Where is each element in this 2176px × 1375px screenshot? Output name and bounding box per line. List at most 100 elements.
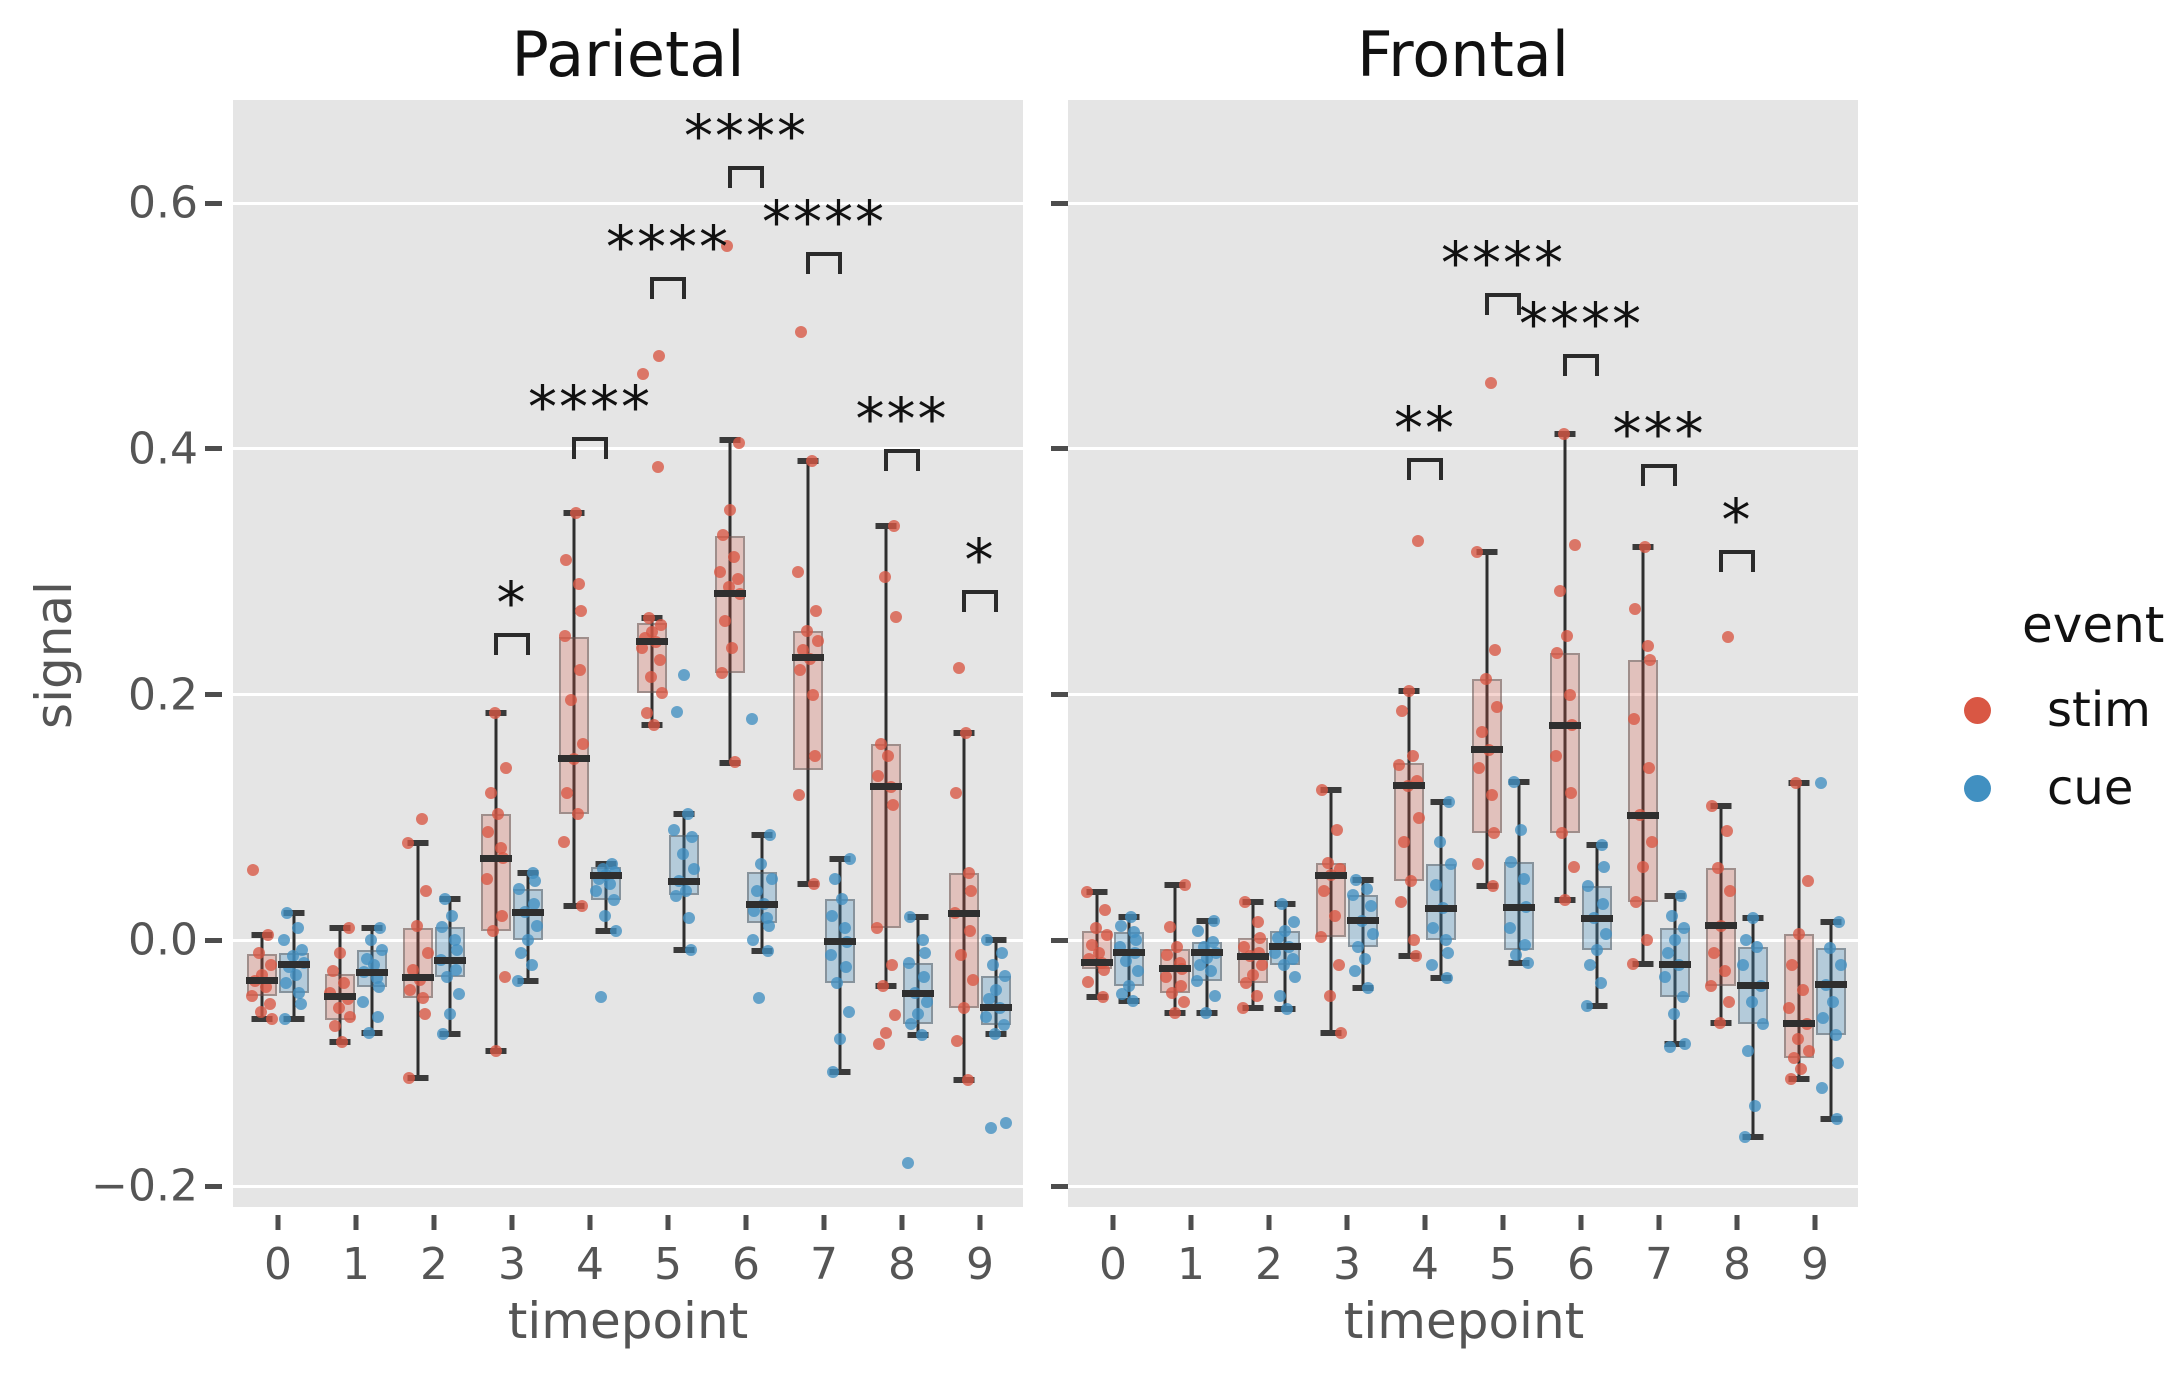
cue-strip-point: [981, 934, 993, 947]
stim-strip-point: [329, 1020, 341, 1033]
cue-strip-point: [1749, 1100, 1761, 1113]
stim-strip-point: [1472, 858, 1484, 871]
cue-strip-point: [296, 944, 308, 957]
cue-median-line: [590, 871, 622, 879]
cue-strip-point: [279, 1013, 291, 1026]
cue-strip-point: [1350, 874, 1362, 887]
stim-strip-point: [637, 367, 649, 380]
stim-strip-point: [872, 769, 884, 782]
cue-strip-point: [766, 872, 778, 885]
x-tick-mark: [1266, 1215, 1272, 1230]
cue-strip-point: [515, 946, 527, 959]
cue-strip-point: [446, 909, 458, 922]
cue-strip-point: [1679, 1037, 1691, 1050]
significance-stars: ****: [528, 372, 652, 441]
cue-strip-point: [904, 911, 916, 924]
cue-median-line: [1581, 914, 1613, 922]
significance-bracket: [494, 633, 530, 656]
cue-strip-point: [1746, 995, 1758, 1008]
stim-strip-point: [958, 1001, 970, 1014]
stim-strip-point: [1476, 725, 1488, 738]
cue-median-line: [902, 989, 934, 997]
stim-strip-point: [801, 624, 813, 637]
cue-strip-point: [1678, 922, 1690, 935]
cue-strip-point: [376, 944, 388, 957]
cue-strip-point: [1815, 777, 1827, 790]
plot-panel-parietal: * **** **** **** **** *** *: [233, 100, 1023, 1207]
x-tick-label: 6: [1567, 1239, 1595, 1290]
stim-strip-point: [879, 570, 891, 583]
cue-strip-point: [1352, 940, 1364, 953]
y-tick-label: 0.0: [128, 914, 198, 966]
stim-median-line: [1237, 952, 1269, 960]
stim-strip-point: [1473, 762, 1485, 775]
cue-strip-point: [1505, 855, 1517, 868]
stim-strip-point: [960, 726, 972, 739]
stim-whisker-cap-hi: [1242, 899, 1264, 906]
cue-strip-point: [1816, 1081, 1828, 1094]
cue-whisker-cap-lo: [439, 1030, 461, 1037]
cue-strip-point: [1192, 924, 1204, 937]
cue-strip-point: [610, 924, 622, 937]
x-tick-mark: [1344, 1215, 1350, 1230]
cue-strip-point: [528, 897, 540, 910]
stim-strip-point: [648, 719, 660, 732]
cue-strip-point: [903, 956, 915, 969]
stim-strip-point: [1721, 825, 1733, 838]
cue-whisker-cap-hi: [1352, 877, 1374, 884]
stim-whisker-cap-lo: [1320, 1029, 1342, 1036]
stim-strip-point: [1471, 546, 1483, 559]
cue-whisker: [1829, 921, 1833, 1119]
plot-panel-frontal: ** **** **** *** *: [1068, 100, 1858, 1207]
stim-strip-point: [1247, 968, 1259, 981]
x-tick-mark: [1422, 1215, 1428, 1230]
stim-strip-point: [1641, 934, 1653, 947]
stim-strip-point: [422, 946, 434, 959]
stim-whisker-cap-lo: [563, 902, 585, 909]
cue-whisker-cap-lo: [1586, 1002, 1608, 1009]
gridline: [233, 1184, 1023, 1188]
significance-stars: **: [1394, 393, 1456, 462]
stim-strip-point: [482, 826, 494, 839]
cue-median-line: [1737, 982, 1769, 990]
cue-strip-point: [1832, 1057, 1844, 1070]
cue-strip-point: [1349, 965, 1361, 978]
x-tick-mark: [275, 1215, 281, 1230]
stim-strip-point: [1628, 713, 1640, 726]
stim-whisker: [416, 843, 420, 1078]
cue-whisker-cap-hi: [829, 856, 851, 863]
stim-strip-point: [490, 1044, 502, 1057]
cue-strip-point: [999, 970, 1011, 983]
stim-strip-point: [1629, 602, 1641, 615]
cue-strip-point: [1116, 988, 1128, 1001]
stim-strip-point: [407, 963, 419, 976]
stim-strip-point: [246, 989, 258, 1002]
significance-stars: ****: [1519, 290, 1643, 359]
cue-median-line: [1269, 943, 1301, 951]
stim-strip-point: [558, 836, 570, 849]
stim-strip-point: [1333, 958, 1345, 971]
cue-strip-point: [1591, 944, 1603, 957]
cue-strip-point: [278, 934, 290, 947]
cue-whisker: [1361, 880, 1365, 989]
stim-strip-point: [565, 693, 577, 706]
stim-strip-point: [1413, 811, 1425, 824]
cue-strip-point: [983, 993, 995, 1006]
x-tick-label: 2: [420, 1239, 448, 1290]
x-tick-mark: [431, 1215, 437, 1230]
cue-strip-point: [763, 919, 775, 932]
stim-strip-point: [1554, 585, 1566, 598]
cue-strip-point: [1518, 872, 1530, 885]
cue-whisker-cap-lo: [829, 1068, 851, 1075]
stim-median-line: [1159, 965, 1191, 973]
y-tick-label: −0.2: [91, 1160, 198, 1212]
stim-strip-point: [1169, 1006, 1181, 1019]
cue-strip-point: [839, 922, 851, 935]
stim-median-line: [1783, 1020, 1815, 1028]
stim-median-line: [792, 654, 824, 662]
cue-strip-point: [1669, 934, 1681, 947]
cue-strip-point: [1276, 897, 1288, 910]
stim-strip-point: [724, 504, 736, 517]
stim-strip-point: [723, 580, 735, 593]
stim-strip-point: [485, 786, 497, 799]
